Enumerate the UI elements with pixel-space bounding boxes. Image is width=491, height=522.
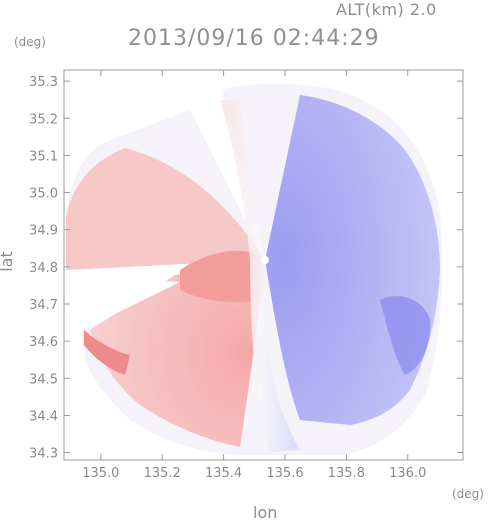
y-tick-label: 34.8 [29, 261, 58, 276]
lon-unit-label: (deg) [452, 487, 484, 501]
y-tick-label: 34.5 [29, 372, 58, 387]
y-tick-label: 34.3 [29, 447, 58, 462]
y-tick-label: 35.0 [29, 187, 58, 202]
x-axis-label: lon [253, 503, 278, 522]
y-tick-label: 35.3 [29, 75, 58, 90]
y-tick-label: 35.2 [29, 112, 58, 127]
y-tick-label: 34.4 [29, 409, 58, 424]
data-gap-wedge [66, 275, 180, 330]
y-tick-label: 34.9 [29, 224, 58, 239]
velocity-field [66, 83, 443, 455]
receding-strong-patch [180, 250, 262, 302]
y-axis-ticks: 34.3 34.4 34.5 34.6 34.7 34.8 34.9 35.0 35.1 35.2… [29, 75, 463, 462]
receding-edge-patch [84, 330, 130, 375]
receding-upper-lobe [66, 148, 265, 270]
x-tick-label: 135.8 [328, 466, 365, 481]
x-tick-label: 135.4 [205, 466, 242, 481]
y-tick-label: 34.6 [29, 335, 58, 350]
zero-velocity-zone [220, 100, 300, 452]
x-axis-ticks: 135.0 135.2 135.4 135.6 135.8 136.0 [82, 70, 426, 481]
y-tick-label: 34.7 [29, 298, 58, 313]
datetime-title: 2013/09/16 02:44:29 [128, 26, 380, 51]
x-tick-label: 135.6 [266, 466, 303, 481]
plot-frame [63, 69, 464, 461]
x-tick-label: 136.0 [389, 466, 426, 481]
altitude-label: ALT(km) 2.0 [336, 0, 437, 19]
x-tick-label: 135.0 [82, 466, 119, 481]
radar-site [261, 256, 269, 264]
approaching-strong-patch [380, 296, 431, 375]
y-tick-label: 35.1 [29, 149, 58, 164]
receding-velocity-lobe [90, 260, 265, 447]
lat-unit-label: (deg) [14, 35, 46, 49]
x-tick-label: 135.2 [144, 466, 181, 481]
